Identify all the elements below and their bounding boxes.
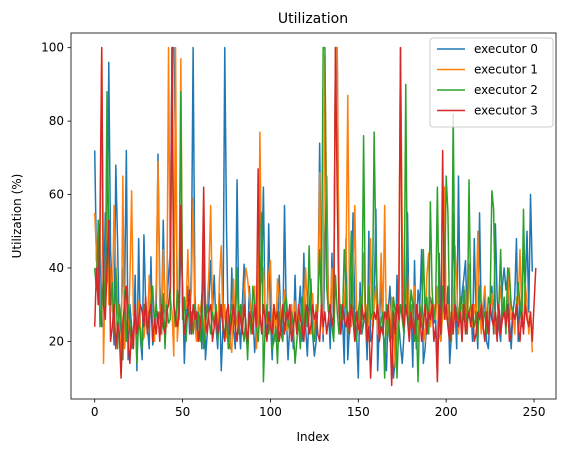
plot-frame: [70, 32, 557, 400]
x-tick-label: 0: [91, 405, 99, 419]
x-axis-title: Index: [296, 430, 329, 444]
y-tick-label: 80: [49, 114, 64, 128]
x-tick-label: 200: [435, 405, 458, 419]
legend: executor 0 executor 1 executor 2 executor 3: [429, 37, 554, 128]
y-tick-label: 20: [49, 334, 64, 348]
y-axis-title: Utilization (%): [10, 174, 24, 259]
x-tick-label: 50: [175, 405, 190, 419]
chart-title: Utilization: [278, 11, 348, 27]
x-tick-label: 150: [347, 405, 370, 419]
x-tick-label: 250: [523, 405, 546, 419]
y-tick-label: 60: [49, 188, 64, 202]
legend-label: executor 1: [474, 63, 538, 77]
legend-label: executor 3: [474, 104, 538, 118]
x-axis-ticks: 0 50 100 150 200 250: [91, 399, 546, 419]
legend-box: [429, 37, 554, 128]
x-tick-label: 100: [259, 405, 282, 419]
series-layer: [93, 46, 537, 387]
y-tick-label: 40: [49, 261, 64, 275]
y-axis-ticks: 20 40 60 80 100: [41, 41, 71, 348]
legend-label: executor 2: [474, 83, 538, 97]
y-tick-label: 100: [41, 41, 64, 55]
series-line-executor-3: [93, 46, 537, 387]
legend-label: executor 0: [474, 42, 538, 56]
